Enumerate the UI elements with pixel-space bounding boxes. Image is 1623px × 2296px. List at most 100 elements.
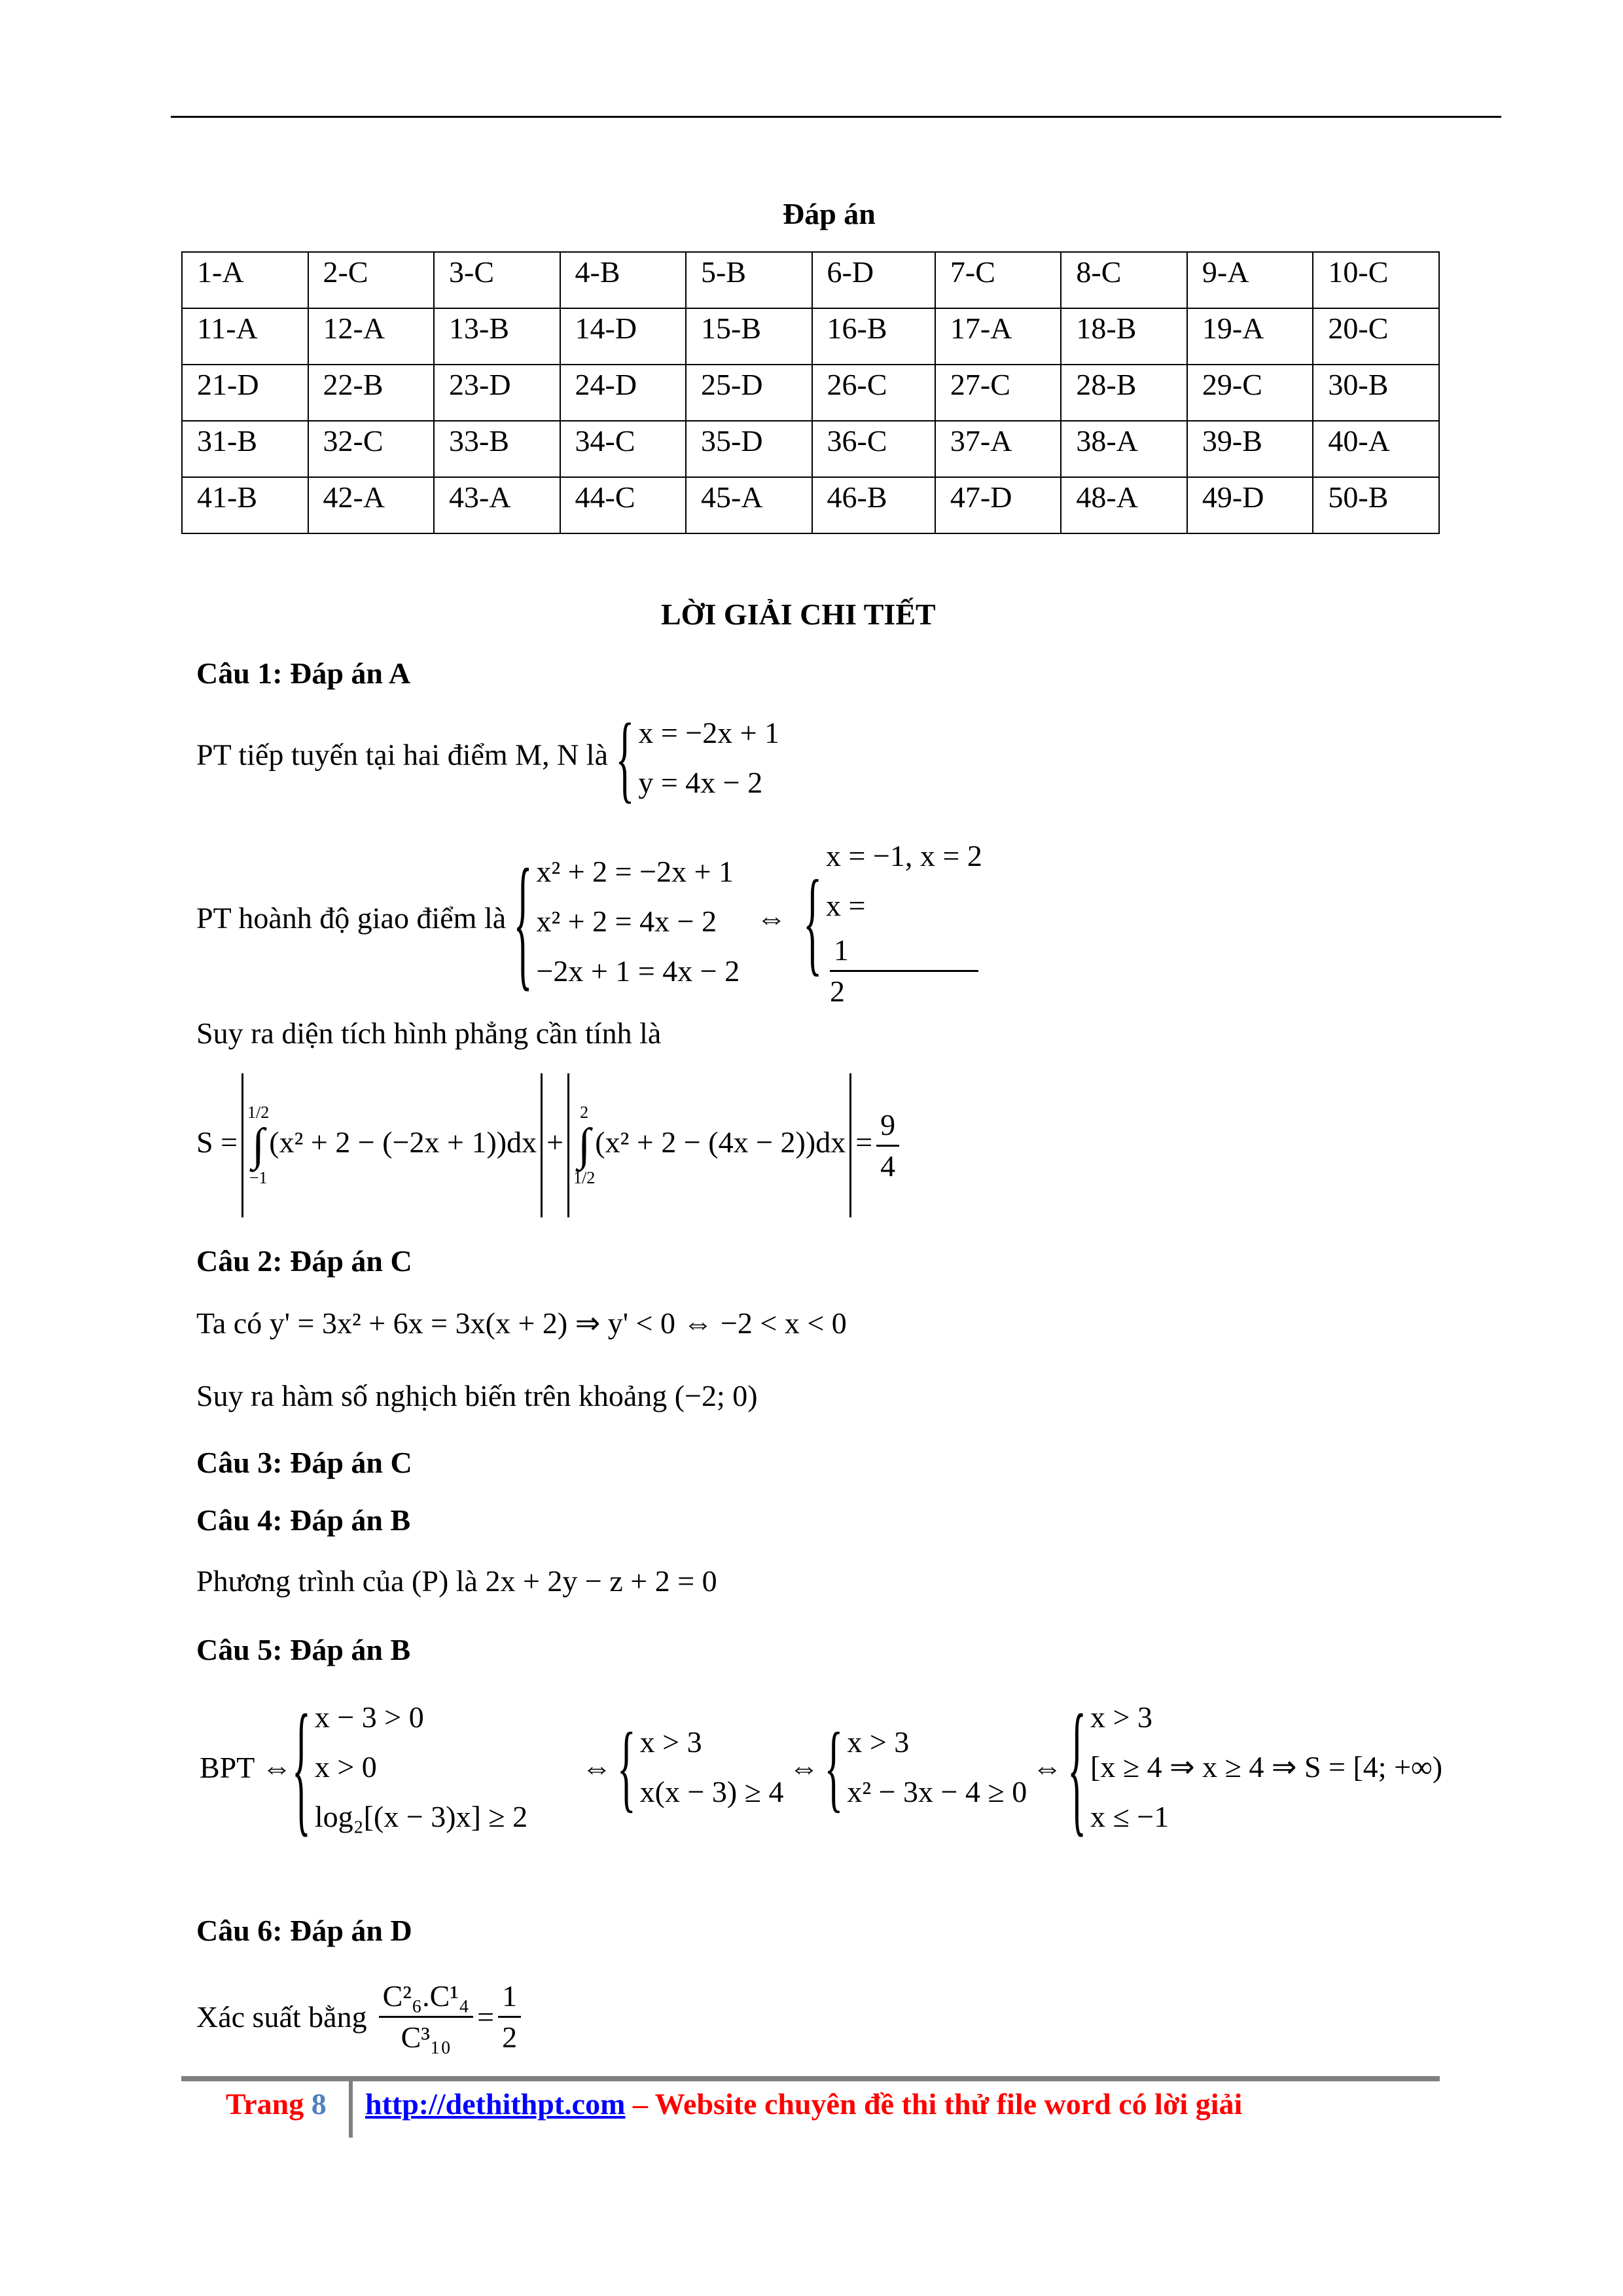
answer-cell: 10-C	[1312, 251, 1440, 309]
answer-cell: 7-C	[934, 251, 1062, 309]
answer-cell: 48-A	[1060, 476, 1188, 534]
answer-cell: 39-B	[1186, 420, 1314, 478]
lower: −1	[249, 1168, 268, 1187]
answer-cell: 30-B	[1312, 364, 1440, 422]
answer-row: 31-B 32-C 33-B 34-C 35-D 36-C 37-A 38-A 39-B 40-A	[181, 420, 1440, 478]
eq: x² − 3x − 4 ≥ 0	[847, 1775, 1027, 1808]
answer-cell: 47-D	[934, 476, 1062, 534]
trang: Trang	[226, 2087, 304, 2121]
eq: x² + 2 = 4x − 2	[536, 904, 717, 938]
answer-cell: 22-B	[307, 364, 435, 422]
q6-text: Xác suất bằng	[196, 2000, 367, 2034]
answer-cell: 18-B	[1060, 308, 1188, 365]
section-heading: LỜI GIẢI CHI TIẾT	[661, 598, 936, 631]
num: 1	[498, 1977, 522, 2018]
page-label: Trang 8	[226, 2087, 327, 2121]
q2-line2: Suy ra hàm số nghịch biến trên khoảng (−…	[196, 1379, 758, 1412]
answer-cell: 33-B	[433, 420, 561, 478]
answer-cell: 38-A	[1060, 420, 1188, 478]
upper: 2	[580, 1103, 589, 1122]
eq: x > 3	[639, 1725, 702, 1759]
num: 1	[830, 931, 978, 972]
answer-row: 41-B 42-A 43-A 44-C 45-A 46-B 47-D 48-A 49-D 50-B	[181, 476, 1440, 534]
answer-cell: 1-A	[181, 251, 309, 309]
answer-cell: 37-A	[934, 420, 1062, 478]
num: C²₆.C¹₄	[378, 1977, 474, 2018]
tangent-text: PT tiếp tuyến tại hai điểm M, N là	[196, 738, 608, 772]
answer-cell: 6-D	[811, 251, 936, 309]
eq: x =	[826, 889, 866, 922]
answer-title: Đáp án	[783, 197, 876, 230]
upper: 1/2	[247, 1103, 270, 1122]
q6-title: Câu 6: Đáp án D	[196, 1914, 412, 1947]
answer-cell: 50-B	[1312, 476, 1440, 534]
answer-cell: 44-C	[559, 476, 687, 534]
answer-cell: 45-A	[685, 476, 813, 534]
q2-line1: Ta có y' = 3x² + 6x = 3x(x + 2) ⇒ y' < 0…	[196, 1306, 847, 1340]
answer-cell: 12-A	[307, 308, 435, 365]
iff-symbol: ⇔	[581, 1750, 612, 1784]
q1-intersection: PT hoành độ giao điểm là {x² + 2 = −2x +…	[196, 831, 982, 1011]
answer-cell: 21-D	[181, 364, 309, 422]
den: 4	[880, 1149, 896, 1183]
answer-cell: 11-A	[181, 308, 309, 365]
answer-cell: 42-A	[307, 476, 435, 534]
answer-cell: 36-C	[811, 420, 936, 478]
tagline: – Website chuyên đề thi thử file word có…	[625, 2087, 1243, 2121]
bpt: BPT ⇔	[200, 1750, 293, 1784]
eq: x − 3 > 0	[314, 1700, 424, 1734]
q1-area-formula: S = 1/2 ∫ −1 (x² + 2 − (−2x + 1))dx +2 ∫ 1/2 (x²…	[196, 1073, 903, 1217]
answer-cell: 25-D	[685, 364, 813, 422]
num: 9	[876, 1105, 900, 1147]
s-label: S =	[196, 1125, 238, 1159]
inter-text: PT hoành độ giao điểm là	[196, 901, 507, 935]
answer-cell: 9-A	[1186, 251, 1314, 309]
answer-cell: 27-C	[934, 364, 1062, 422]
eq-sign: =	[477, 2000, 495, 2034]
answer-cell: 41-B	[181, 476, 309, 534]
eq: x = −2x + 1	[638, 716, 780, 749]
den: 2	[830, 975, 846, 1008]
site-link[interactable]: http://dethithpt.com	[365, 2087, 626, 2121]
footer-text: http://dethithpt.com – Website chuyên đề…	[365, 2087, 1242, 2121]
answer-cell: 31-B	[181, 420, 309, 478]
q3-title: Câu 3: Đáp án C	[196, 1446, 412, 1479]
eq: x > 3	[847, 1725, 910, 1759]
answer-cell: 24-D	[559, 364, 687, 422]
eq: x ≤ −1	[1090, 1800, 1169, 1833]
integrand: (x² + 2 − (−2x + 1))dx	[269, 1125, 537, 1159]
answer-cell: 4-B	[559, 251, 687, 309]
answer-cell: 43-A	[433, 476, 561, 534]
answer-cell: 34-C	[559, 420, 687, 478]
answer-cell: 35-D	[685, 420, 813, 478]
answer-cell: 17-A	[934, 308, 1062, 365]
answer-cell: 32-C	[307, 420, 435, 478]
iff-symbol: ⇔	[756, 901, 787, 935]
q1-title: Câu 1: Đáp án A	[196, 656, 411, 690]
answer-cell: 14-D	[559, 308, 687, 365]
header-rule	[171, 116, 1501, 118]
iff-symbol: ⇔	[1032, 1750, 1063, 1784]
iff-symbol: ⇔	[789, 1750, 819, 1784]
eq: x² + 2 = −2x + 1	[536, 854, 734, 888]
plus: +	[546, 1125, 564, 1159]
eq-sign: =	[855, 1125, 873, 1159]
eq: x = −1, x = 2	[826, 839, 982, 872]
answer-cell: 16-B	[811, 308, 936, 365]
answer-cell: 20-C	[1312, 308, 1440, 365]
answer-cell: 49-D	[1186, 476, 1314, 534]
q5-title: Câu 5: Đáp án B	[196, 1633, 411, 1666]
answer-row: 1-A 2-C 3-C 4-B 5-B 6-D 7-C 8-C 9-A 10-C	[181, 251, 1440, 309]
lower: 1/2	[573, 1168, 596, 1187]
answer-cell: 8-C	[1060, 251, 1188, 309]
q1-tangent: PT tiếp tuyến tại hai điểm M, N là {x = …	[196, 704, 780, 812]
q4-line1: Phương trình của (P) là 2x + 2y − z + 2 …	[196, 1564, 717, 1598]
answer-cell: 26-C	[811, 364, 936, 422]
answer-cell: 46-B	[811, 476, 936, 534]
answer-cell: 29-C	[1186, 364, 1314, 422]
answer-cell: 40-A	[1312, 420, 1440, 478]
answer-row: 11-A 12-A 13-B 14-D 15-B 16-B 17-A 18-B 19-A 20-C	[181, 308, 1440, 365]
eq: [x ≥ 4 ⇒ x ≥ 4 ⇒ S = [4; +∞)	[1090, 1750, 1443, 1784]
